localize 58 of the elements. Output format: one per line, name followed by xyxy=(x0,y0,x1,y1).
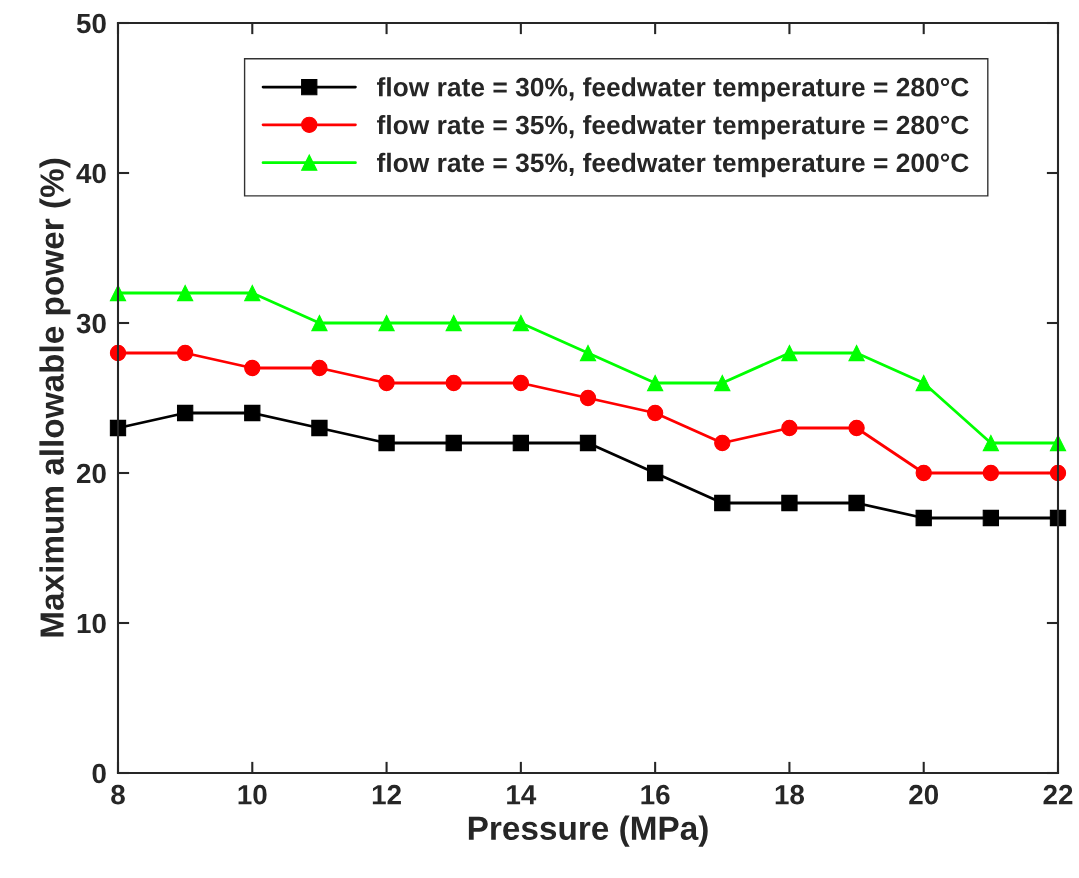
point xyxy=(848,419,865,437)
point xyxy=(244,359,261,377)
point xyxy=(646,404,664,422)
point xyxy=(848,494,865,512)
point xyxy=(781,494,798,512)
point xyxy=(445,434,462,452)
y-tick-label: 10 xyxy=(77,613,106,634)
point xyxy=(445,374,462,392)
point xyxy=(646,374,664,392)
point xyxy=(378,314,395,332)
point xyxy=(714,374,731,392)
point xyxy=(311,314,328,332)
point xyxy=(915,509,932,527)
point xyxy=(176,404,194,422)
point xyxy=(176,284,194,302)
point xyxy=(714,494,731,512)
point xyxy=(982,464,1000,482)
point xyxy=(378,434,395,452)
point xyxy=(848,344,865,362)
point xyxy=(311,419,328,437)
point xyxy=(512,374,530,392)
y-tick-label: 40 xyxy=(76,163,106,184)
x-tick-label: 18 xyxy=(775,784,805,805)
y-tick-label: 50 xyxy=(76,13,106,34)
point xyxy=(579,389,597,407)
point xyxy=(311,359,328,377)
point xyxy=(714,434,731,452)
point xyxy=(244,284,261,302)
point xyxy=(378,374,395,392)
x-tick-label: 8 xyxy=(111,784,125,805)
point xyxy=(445,314,462,332)
x-tick-label: 16 xyxy=(641,784,670,805)
x-tick-label: 10 xyxy=(238,784,267,805)
point xyxy=(244,404,261,422)
legend-label: flow rate = 35%, feedwater temperature = 280°C xyxy=(376,114,969,140)
point xyxy=(579,344,597,362)
point xyxy=(512,314,530,332)
x-axis-title: Pressure (MPa) xyxy=(468,815,708,847)
y-tick-label: 30 xyxy=(76,313,106,334)
x-tick-label: 20 xyxy=(909,784,939,805)
x-tick-label: 12 xyxy=(372,784,401,805)
point xyxy=(512,434,530,452)
x-tick-label: 22 xyxy=(1043,784,1073,805)
point xyxy=(176,344,194,362)
y-axis-title: Maximum allowable power (%) xyxy=(39,158,71,637)
point xyxy=(781,419,798,437)
point xyxy=(982,509,1000,527)
point xyxy=(915,464,932,482)
point xyxy=(646,464,664,482)
y-tick-label: 20 xyxy=(76,463,106,484)
y-tick-label: 0 xyxy=(92,763,106,784)
legend-label: flow rate = 30%, feedwater temperature = 280°C xyxy=(376,77,969,102)
x-tick-label: 14 xyxy=(507,785,537,805)
point xyxy=(915,374,932,392)
point xyxy=(982,434,1000,452)
point xyxy=(579,434,597,452)
legend-label: flow rate = 35%, feedwater temperature = 200°C xyxy=(376,152,969,178)
point xyxy=(781,344,798,362)
